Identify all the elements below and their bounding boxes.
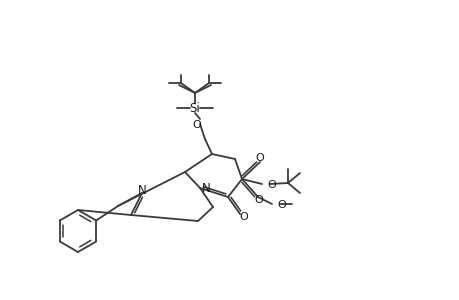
Text: N: N bbox=[202, 182, 210, 194]
Text: O: O bbox=[255, 153, 264, 163]
Text: O: O bbox=[254, 195, 263, 205]
Text: O: O bbox=[239, 212, 248, 222]
Text: O: O bbox=[192, 120, 201, 130]
Text: Si: Si bbox=[189, 101, 200, 115]
Text: O: O bbox=[276, 200, 285, 210]
Text: N: N bbox=[137, 184, 146, 197]
Text: O: O bbox=[266, 180, 275, 190]
